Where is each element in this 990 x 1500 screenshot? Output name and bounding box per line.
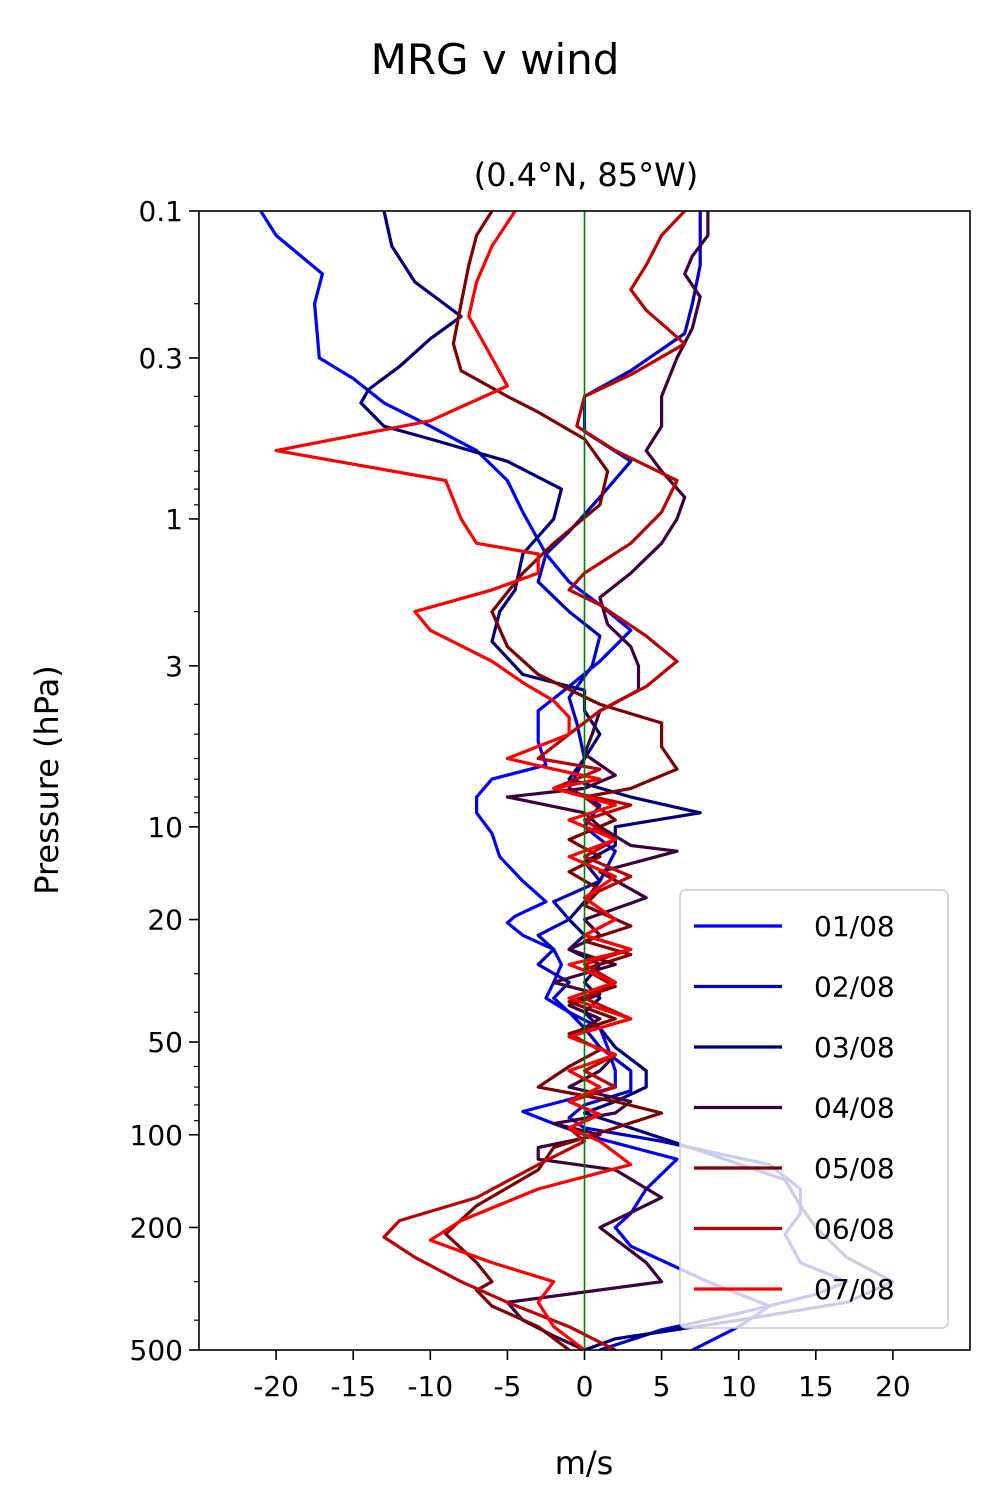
x-ticks: -20 -15 -10 -5 0 5 10 15 20 bbox=[253, 1350, 911, 1403]
x-tick-label: 10 bbox=[721, 1370, 757, 1403]
series-line-7 bbox=[274, 211, 633, 1350]
x-tick-label: -20 bbox=[253, 1370, 299, 1403]
y-ticks: 0.1 0.3 1 3 10 20 50 100 200 500 bbox=[130, 195, 199, 1367]
legend-label: 06/08 bbox=[814, 1213, 895, 1246]
y-tick-label: 0.1 bbox=[138, 195, 183, 228]
x-tick-label: -5 bbox=[493, 1370, 521, 1403]
chart-subtitle: (0.4°N, 85°W) bbox=[474, 156, 699, 194]
y-tick-label: 1 bbox=[165, 503, 183, 536]
y-tick-label: 3 bbox=[165, 650, 183, 683]
y-tick-label: 0.3 bbox=[138, 342, 183, 375]
legend-label: 03/08 bbox=[814, 1031, 895, 1064]
x-tick-label: 20 bbox=[875, 1370, 911, 1403]
x-tick-label: -10 bbox=[407, 1370, 453, 1403]
y-tick-label: 100 bbox=[130, 1119, 183, 1152]
y-tick-label: 20 bbox=[147, 904, 183, 937]
series-layer bbox=[259, 211, 895, 1350]
y-tick-label: 500 bbox=[130, 1334, 183, 1367]
x-tick-label: -15 bbox=[330, 1370, 376, 1403]
x-tick-label: 0 bbox=[576, 1370, 594, 1403]
legend-label: 04/08 bbox=[814, 1092, 895, 1125]
series-line-1 bbox=[259, 211, 772, 1350]
x-axis-label: m/s bbox=[555, 1444, 614, 1482]
legend-label: 02/08 bbox=[814, 971, 895, 1004]
legend-label: 01/08 bbox=[814, 910, 895, 943]
x-tick-label: 5 bbox=[653, 1370, 671, 1403]
legend-label: 05/08 bbox=[814, 1152, 895, 1185]
plot-frame bbox=[198, 210, 971, 1351]
x-tick-label: 15 bbox=[798, 1370, 834, 1403]
legend-label: 07/08 bbox=[814, 1273, 895, 1306]
y-tick-label: 10 bbox=[147, 811, 183, 844]
y-tick-label: 200 bbox=[130, 1211, 183, 1244]
chart-title: MRG v wind bbox=[371, 35, 620, 84]
legend-box bbox=[679, 889, 949, 1329]
series-line-6 bbox=[382, 211, 687, 1350]
series-line-4 bbox=[505, 211, 710, 1350]
legend: 01/08 02/08 03/08 04/08 05/08 06/08 07/08 bbox=[679, 889, 949, 1329]
y-axis-label: Pressure (hPa) bbox=[28, 665, 66, 895]
y-tick-label: 50 bbox=[147, 1026, 183, 1059]
